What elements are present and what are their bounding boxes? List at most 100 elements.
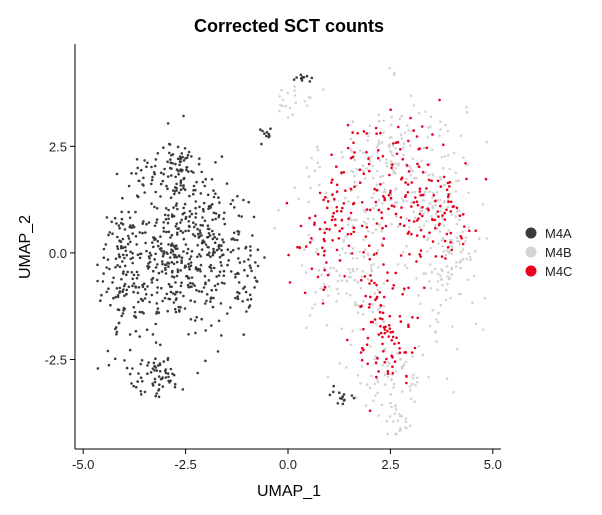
scatter-point — [215, 237, 219, 241]
scatter-point — [346, 146, 350, 150]
scatter-point — [230, 237, 233, 241]
scatter-point — [330, 153, 333, 156]
scatter-point — [366, 277, 370, 281]
scatter-point — [139, 390, 143, 393]
scatter-point — [260, 142, 263, 146]
scatter-point — [212, 211, 216, 215]
scatter-point — [385, 158, 388, 161]
scatter-point — [116, 294, 120, 297]
scatter-point — [441, 283, 444, 287]
scatter-point — [214, 192, 217, 195]
scatter-point — [401, 390, 404, 393]
scatter-point — [164, 272, 168, 275]
scatter-point — [403, 131, 407, 134]
scatter-point — [141, 299, 144, 302]
scatter-point — [377, 189, 381, 192]
scatter-point — [405, 200, 409, 203]
scatter-point — [335, 209, 339, 213]
scatter-point — [352, 141, 355, 145]
scatter-point — [432, 194, 436, 197]
scatter-point — [194, 188, 197, 192]
scatter-point — [134, 315, 137, 319]
scatter-point — [175, 202, 178, 205]
scatter-point — [307, 200, 310, 204]
scatter-point — [362, 169, 365, 173]
scatter-point — [413, 190, 417, 194]
scatter-point — [209, 296, 213, 300]
scatter-point — [379, 183, 382, 186]
scatter-point — [427, 178, 431, 182]
scatter-point — [351, 131, 355, 134]
scatter-point — [412, 373, 415, 377]
scatter-point — [340, 327, 344, 331]
scatter-point — [426, 210, 430, 214]
scatter-point — [340, 279, 344, 282]
scatter-point — [392, 73, 396, 77]
scatter-point — [121, 237, 125, 241]
scatter-point — [185, 156, 189, 160]
scatter-point — [164, 376, 168, 379]
scatter-point — [313, 223, 316, 226]
scatter-point — [402, 289, 406, 293]
scatter-point — [278, 95, 282, 98]
scatter-point — [382, 190, 386, 194]
scatter-point — [415, 277, 418, 280]
scatter-point — [367, 229, 370, 233]
scatter-point — [449, 241, 452, 244]
scatter-point — [450, 248, 454, 252]
scatter-point — [384, 224, 388, 228]
scatter-point — [182, 250, 185, 253]
scatter-point — [327, 285, 331, 288]
y-tick-label: 2.5 — [49, 139, 67, 154]
legend-label-m4c: M4C — [545, 264, 572, 279]
scatter-point — [166, 252, 169, 255]
scatter-point — [373, 382, 377, 386]
scatter-point — [411, 316, 414, 319]
scatter-point — [321, 298, 325, 302]
scatter-point — [366, 217, 370, 221]
scatter-point — [267, 135, 271, 139]
scatter-point — [464, 162, 467, 165]
scatter-point — [386, 432, 389, 436]
scatter-point — [342, 393, 346, 396]
scatter-point — [147, 221, 151, 224]
scatter-point — [375, 222, 379, 225]
scatter-point — [162, 221, 165, 224]
scatter-point — [393, 71, 396, 75]
scatter-point — [211, 305, 215, 309]
scatter-point — [349, 156, 353, 160]
legend-label-m4b: M4B — [545, 245, 572, 260]
scatter-point — [382, 237, 386, 240]
scatter-point — [467, 226, 471, 229]
scatter-point — [362, 151, 365, 155]
scatter-point — [400, 415, 403, 418]
scatter-point — [383, 383, 387, 386]
scatter-point — [402, 153, 405, 157]
scatter-point — [473, 249, 477, 253]
scatter-point — [367, 157, 370, 160]
scatter-point — [399, 426, 402, 430]
scatter-point — [179, 229, 182, 233]
scatter-point — [186, 153, 190, 157]
scatter-point — [189, 264, 193, 268]
scatter-point — [279, 103, 282, 107]
scatter-point — [229, 250, 233, 254]
scatter-point — [137, 286, 141, 289]
scatter-point — [386, 279, 389, 283]
scatter-point — [331, 193, 334, 196]
scatter-point — [196, 371, 199, 375]
scatter-point — [173, 385, 177, 389]
scatter-point — [198, 267, 201, 271]
scatter-point — [178, 155, 182, 158]
scatter-point — [429, 115, 433, 119]
scatter-point — [251, 234, 254, 237]
scatter-point — [131, 252, 134, 255]
scatter-point — [449, 200, 453, 204]
scatter-point — [412, 104, 416, 107]
scatter-point — [156, 239, 159, 243]
scatter-point — [389, 191, 392, 195]
scatter-point — [345, 292, 349, 295]
scatter-point — [363, 248, 367, 251]
scatter-point — [293, 186, 297, 189]
scatter-point — [120, 277, 123, 281]
